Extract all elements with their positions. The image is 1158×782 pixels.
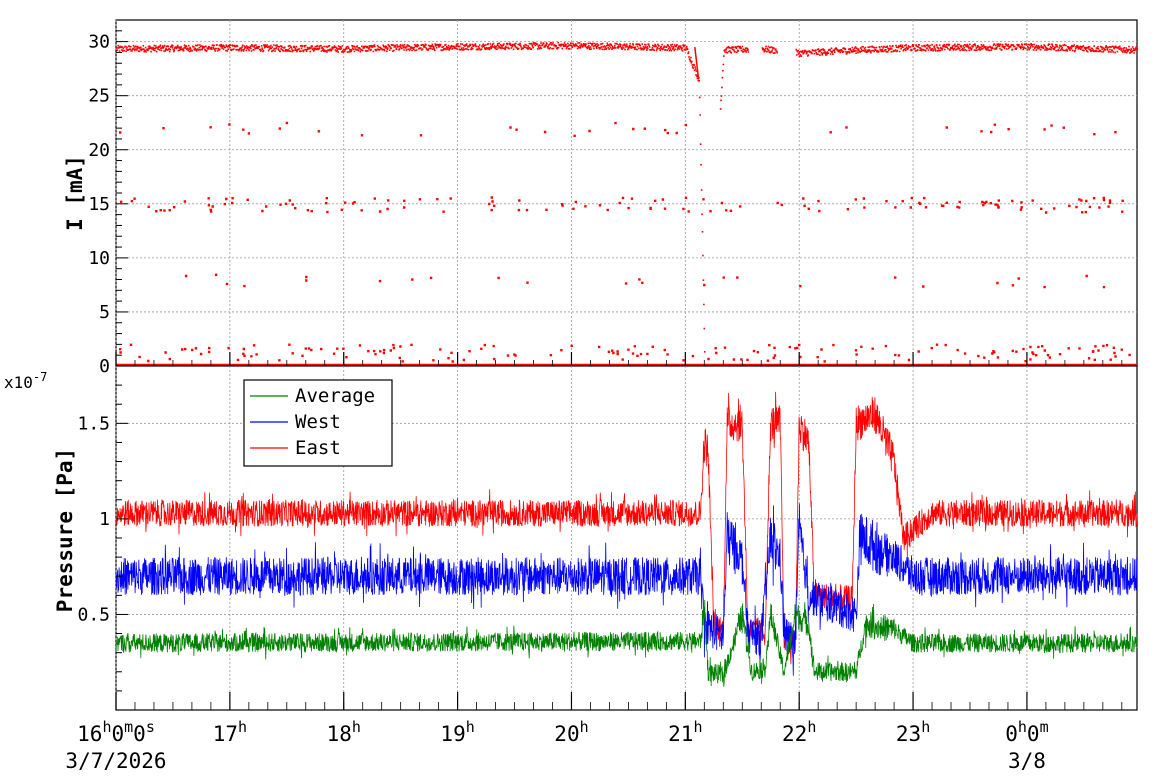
time-tick-label: 17h <box>213 718 247 746</box>
pressure-y-tick-label: 1.5 <box>77 413 110 434</box>
pressure-series-west <box>115 503 1138 676</box>
current-drop-line <box>694 46 700 80</box>
legend-label-east: East <box>295 437 341 459</box>
pressure-series-average <box>115 599 1138 687</box>
pressure-legend: Average West East <box>243 379 393 467</box>
current-y-axis: 0 5 10 15 20 25 30 <box>88 30 128 377</box>
current-y-tick-label: 10 <box>88 248 110 269</box>
time-tick-label: 21h <box>668 718 702 746</box>
pressure-y-axis: 0.5 1 1.5 <box>77 384 128 692</box>
current-y-tick-label: 15 <box>88 194 110 215</box>
time-tick-label: 0h0m <box>1005 718 1048 746</box>
pressure-series-east <box>115 391 1138 665</box>
pressure-series-group <box>115 391 1138 687</box>
current-panel: 0 5 10 15 20 25 30 I [mA] <box>63 19 1139 377</box>
current-y-tick-label: 0 <box>99 356 110 377</box>
pressure-panel: 0.5 1 1.5 Pressure [Pa] x10-7 Average West E… <box>4 365 1138 711</box>
time-tick-label: 18h <box>327 718 361 746</box>
time-tick-label: 16h0m0s <box>77 718 155 746</box>
current-plot-frame <box>115 19 1138 367</box>
legend-label-west: West <box>295 411 341 433</box>
current-y-tick-label: 25 <box>88 86 110 107</box>
legend-label-average: Average <box>295 385 375 407</box>
time-axis: 16h0m0s 17h 18h 19h 20h 21h 22h 23h 0h0m 3/7/2026… <box>65 352 1123 773</box>
current-y-tick-label: 20 <box>88 140 110 161</box>
time-tick-label: 20h <box>554 718 588 746</box>
time-tick-label: 23h <box>896 718 930 746</box>
date-label: 3/8 <box>1008 749 1046 773</box>
pressure-y-multiplier: x10-7 <box>4 370 47 392</box>
pressure-y-tick-label: 1 <box>99 509 110 530</box>
legend-box <box>243 379 393 467</box>
current-series-beam <box>116 41 1139 367</box>
pressure-y-tick-label: 0.5 <box>77 604 110 625</box>
current-y-axis-title: I [mA] <box>63 155 87 231</box>
time-tick-label: 22h <box>782 718 816 746</box>
current-y-tick-label: 5 <box>99 302 110 323</box>
pressure-y-axis-title: Pressure [Pa] <box>53 448 77 612</box>
current-y-tick-label: 30 <box>88 32 110 53</box>
time-tick-label: 19h <box>440 718 474 746</box>
date-label: 3/7/2026 <box>65 749 166 773</box>
current-grid <box>115 20 1137 367</box>
